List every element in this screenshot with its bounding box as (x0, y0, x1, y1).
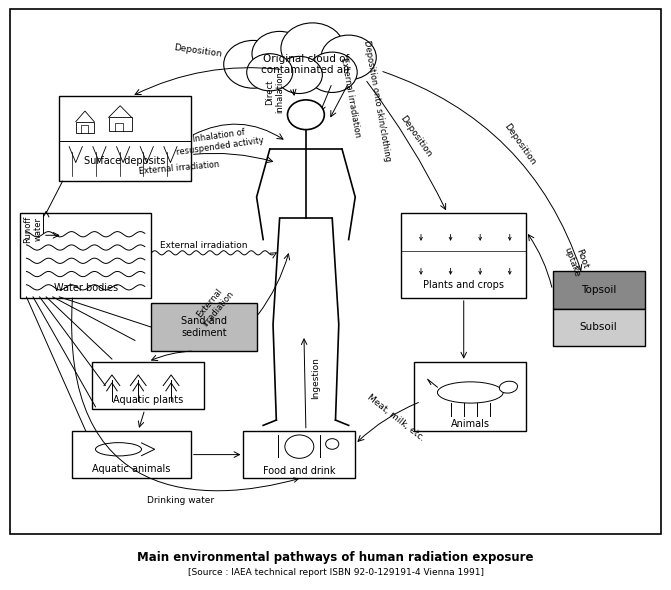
Text: Aquatic plants: Aquatic plants (113, 395, 183, 405)
Circle shape (247, 54, 293, 91)
Text: Runoff
water: Runoff water (23, 215, 43, 242)
FancyBboxPatch shape (152, 303, 256, 351)
Circle shape (276, 57, 322, 94)
Circle shape (307, 52, 357, 93)
Text: External irradiation: External irradiation (160, 241, 248, 250)
Text: Deposition: Deposition (502, 122, 537, 166)
FancyBboxPatch shape (20, 213, 152, 298)
Text: Ingestion: Ingestion (311, 357, 320, 398)
Text: Animals: Animals (451, 419, 490, 430)
Circle shape (325, 439, 339, 450)
Text: Inhalation of
resuspended activity: Inhalation of resuspended activity (174, 126, 264, 157)
Text: Subsoil: Subsoil (580, 322, 617, 332)
Text: Deposition: Deposition (172, 43, 222, 59)
Text: Original cloud of
contaminated air: Original cloud of contaminated air (261, 54, 351, 75)
FancyBboxPatch shape (72, 431, 191, 478)
FancyBboxPatch shape (415, 362, 526, 431)
Bar (76, 122, 94, 133)
FancyArrowPatch shape (72, 298, 299, 491)
Bar (109, 117, 132, 131)
Text: Food and drink: Food and drink (263, 466, 336, 476)
Text: Deposition: Deposition (398, 113, 433, 159)
Ellipse shape (437, 382, 503, 403)
Circle shape (223, 40, 283, 88)
Text: Surface deposits: Surface deposits (85, 156, 166, 166)
FancyBboxPatch shape (92, 362, 204, 409)
Text: Direct
inhalation: Direct inhalation (265, 71, 285, 113)
Text: Sand and
sediment: Sand and sediment (181, 316, 227, 338)
Text: Topsoil: Topsoil (581, 285, 616, 295)
Text: Drinking water: Drinking water (148, 496, 215, 505)
Text: Aquatic animals: Aquatic animals (93, 464, 171, 474)
Text: Water bodies: Water bodies (54, 283, 117, 293)
Text: Deposition onto skin/clothing: Deposition onto skin/clothing (362, 39, 392, 162)
FancyBboxPatch shape (401, 213, 526, 298)
Ellipse shape (95, 442, 142, 456)
Text: Root
uptake: Root uptake (562, 243, 591, 278)
Circle shape (321, 35, 376, 80)
Circle shape (287, 100, 324, 130)
FancyBboxPatch shape (59, 96, 191, 181)
Text: External irradiation: External irradiation (339, 57, 362, 138)
FancyBboxPatch shape (552, 309, 645, 346)
Text: [Source : IAEA technical report ISBN 92-0-129191-4 Vienna 1991]: [Source : IAEA technical report ISBN 92-… (187, 568, 484, 577)
FancyBboxPatch shape (552, 271, 645, 309)
Text: External
irradiation: External irradiation (193, 283, 236, 329)
Circle shape (252, 31, 307, 76)
Ellipse shape (499, 381, 517, 393)
Text: Main environmental pathways of human radiation exposure: Main environmental pathways of human rad… (138, 551, 533, 564)
Text: Plants and crops: Plants and crops (423, 280, 504, 290)
FancyBboxPatch shape (244, 431, 355, 478)
Text: Meat, milk, etc.: Meat, milk, etc. (366, 392, 426, 442)
Text: External irradiation: External irradiation (138, 160, 219, 176)
Circle shape (285, 435, 314, 458)
Circle shape (281, 23, 344, 74)
